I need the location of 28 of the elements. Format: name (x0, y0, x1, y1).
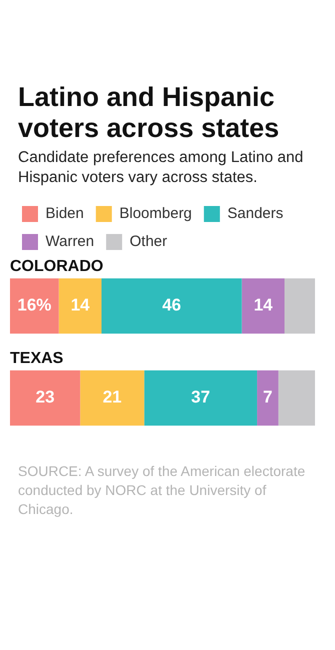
legend-label: Warren (46, 233, 94, 250)
data-label: 46 (162, 296, 182, 315)
data-label: 7 (262, 388, 272, 407)
data-label: 37 (191, 388, 210, 407)
y-tick-label: TEXAS (10, 350, 64, 367)
bar (102, 278, 242, 334)
data-label: 16% (17, 296, 52, 315)
bar (58, 278, 102, 334)
data-label: 14 (254, 296, 274, 315)
bar (144, 370, 258, 426)
source-note: SOURCE: A survey of the American electorate conducted by NORC at the University of Chicago. (18, 462, 306, 519)
legend-label: Sanders (227, 205, 284, 222)
bar (10, 370, 80, 426)
legend-label: Other (130, 233, 168, 250)
legend-label: Bloomberg (119, 205, 192, 222)
data-label: 21 (102, 388, 122, 407)
bar (10, 278, 59, 334)
chart-subtitle: Candidate preferences among Latino and Hispanic voters vary across states. (18, 148, 304, 188)
data-label: 14 (70, 296, 90, 315)
bar (80, 370, 144, 426)
y-tick-label: COLORADO (10, 258, 104, 275)
bar (278, 370, 315, 426)
chart-title: Latino and Hispanic voters across states (18, 82, 280, 144)
data-label: 23 (36, 388, 55, 407)
bar (257, 370, 278, 426)
legend-label: Biden (46, 205, 84, 222)
bar (284, 278, 315, 334)
bar (242, 278, 284, 334)
